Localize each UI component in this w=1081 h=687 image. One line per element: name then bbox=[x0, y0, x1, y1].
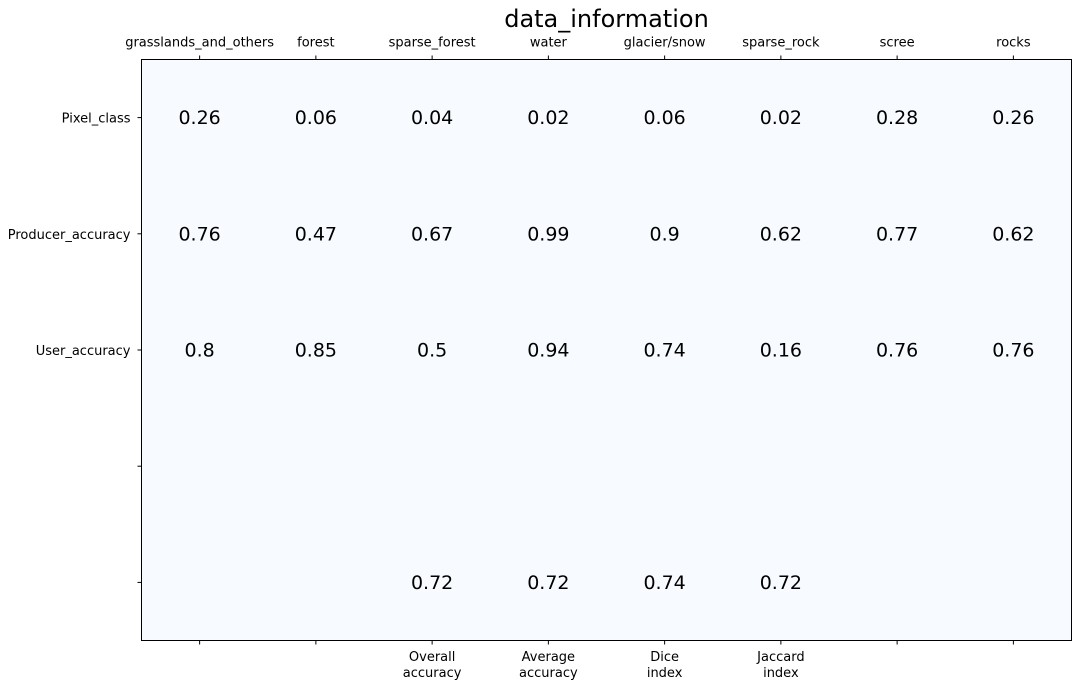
bottom-label: accuracy bbox=[519, 666, 578, 681]
bottom-label: index bbox=[763, 666, 799, 681]
cell-value: 0.76 bbox=[876, 340, 918, 362]
cell-value: 0.02 bbox=[760, 107, 802, 129]
column-label: sparse_forest bbox=[389, 36, 476, 51]
cell-value: 0.06 bbox=[295, 107, 337, 129]
row-label: User_accuracy bbox=[36, 344, 131, 359]
cell-value: 0.74 bbox=[643, 572, 685, 594]
column-label: scree bbox=[880, 36, 915, 51]
plot-area bbox=[141, 59, 1072, 641]
cell-value: 0.72 bbox=[760, 572, 802, 594]
cell-value: 0.8 bbox=[185, 340, 215, 362]
cell-value: 0.74 bbox=[643, 340, 685, 362]
row-label: Pixel_class bbox=[62, 112, 131, 127]
column-label: rocks bbox=[996, 36, 1031, 51]
cell-value: 0.85 bbox=[295, 340, 337, 362]
cell-value: 0.16 bbox=[760, 340, 802, 362]
column-label: grasslands_and_others bbox=[125, 36, 274, 51]
cell-value: 0.28 bbox=[876, 107, 918, 129]
cell-value: 0.72 bbox=[411, 572, 453, 594]
cell-value: 0.94 bbox=[527, 340, 569, 362]
cell-value: 0.62 bbox=[760, 223, 802, 245]
cell-value: 0.47 bbox=[295, 223, 337, 245]
cell-value: 0.67 bbox=[411, 223, 453, 245]
cell-value: 0.99 bbox=[527, 223, 569, 245]
bottom-label: Jaccard bbox=[756, 650, 804, 665]
cell-value: 0.72 bbox=[527, 572, 569, 594]
cell-value: 0.5 bbox=[417, 340, 447, 362]
column-label: glacier/snow bbox=[624, 36, 706, 51]
bottom-label: Average bbox=[522, 650, 575, 665]
bottom-label: accuracy bbox=[403, 666, 462, 681]
column-label: forest bbox=[297, 36, 334, 51]
column-label: water bbox=[530, 36, 568, 51]
bottom-label: Dice bbox=[650, 650, 679, 665]
cell-value: 0.62 bbox=[992, 223, 1034, 245]
cell-value: 0.02 bbox=[527, 107, 569, 129]
cell-value: 0.76 bbox=[992, 340, 1034, 362]
cell-value: 0.06 bbox=[643, 107, 685, 129]
cell-value: 0.77 bbox=[876, 223, 918, 245]
column-label: sparse_rock bbox=[742, 36, 820, 51]
chart-title: data_information bbox=[504, 5, 709, 33]
cell-value: 0.04 bbox=[411, 107, 453, 129]
cell-value: 0.9 bbox=[650, 223, 680, 245]
row-label: Producer_accuracy bbox=[8, 228, 131, 243]
cell-value: 0.26 bbox=[992, 107, 1034, 129]
cell-value: 0.76 bbox=[178, 223, 220, 245]
bottom-label: Overall bbox=[409, 650, 455, 665]
bottom-label: index bbox=[647, 666, 683, 681]
cell-value: 0.26 bbox=[178, 107, 220, 129]
